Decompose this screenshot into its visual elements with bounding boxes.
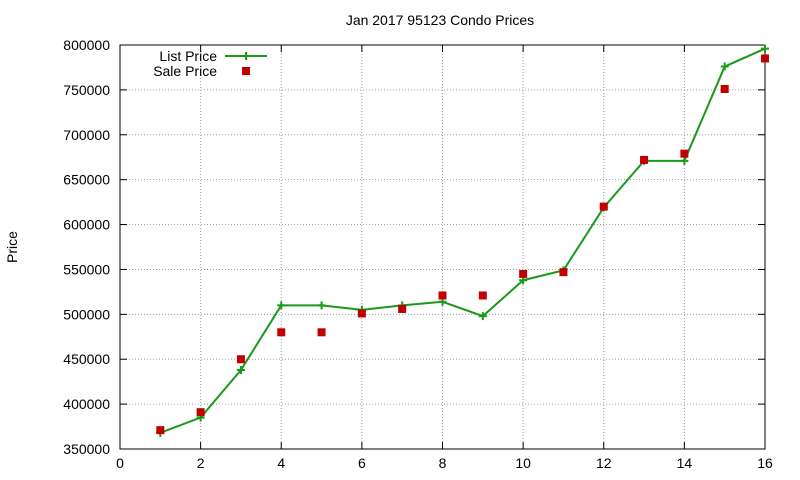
legend-label: Sale Price: [153, 63, 217, 79]
data-point: [478, 312, 487, 321]
y-tick-label: 350000: [63, 441, 110, 457]
data-point: [236, 365, 245, 374]
legend-square-marker: [242, 67, 250, 75]
y-tick-label: 650000: [63, 172, 110, 188]
y-tick-label: 400000: [63, 396, 110, 412]
series-layer: [156, 44, 769, 437]
data-point: [680, 156, 689, 165]
grid-lines: [120, 45, 765, 449]
data-point: [478, 291, 487, 300]
y-axis-label: Price: [4, 231, 20, 263]
data-point: [317, 328, 326, 337]
data-point: [720, 62, 729, 71]
series-sale-price: [156, 54, 769, 435]
y-tick-label: 750000: [63, 82, 110, 98]
x-tick-label: 0: [116, 455, 124, 471]
x-tick-label: 14: [677, 455, 693, 471]
data-point: [277, 328, 286, 337]
y-tick-label: 700000: [63, 127, 110, 143]
data-point: [761, 54, 769, 63]
x-tick-label: 4: [277, 455, 285, 471]
data-point: [438, 291, 447, 300]
data-point: [720, 84, 729, 93]
x-tick-label: 12: [596, 455, 612, 471]
data-point: [640, 155, 649, 164]
data-point: [196, 408, 205, 417]
data-point: [519, 269, 528, 278]
data-point: [357, 309, 366, 318]
x-tick-label: 16: [757, 455, 773, 471]
y-tick-label: 550000: [63, 261, 110, 277]
y-tick-label: 600000: [63, 217, 110, 233]
y-tick-label: 450000: [63, 351, 110, 367]
data-point: [236, 355, 245, 364]
axis-ticks: 0 2 4 6 8 10 12 14 16 350000 400000 450000 500000 550…: [63, 37, 773, 471]
data-point: [559, 268, 568, 277]
data-point: [398, 304, 407, 313]
series-list-price: [156, 44, 769, 437]
x-tick-label: 2: [197, 455, 205, 471]
legend-label: List Price: [159, 48, 217, 64]
x-tick-label: 6: [358, 455, 366, 471]
x-tick-label: 10: [515, 455, 531, 471]
data-point: [277, 301, 286, 310]
y-tick-label: 500000: [63, 306, 110, 322]
data-point: [761, 44, 769, 53]
chart-title: Jan 2017 95123 Condo Prices: [346, 12, 534, 28]
data-point: [156, 426, 165, 435]
legend-plus-marker: [242, 52, 250, 60]
series-line: [159, 47, 766, 434]
data-point: [680, 149, 689, 158]
x-tick-label: 8: [439, 455, 447, 471]
data-point: [317, 301, 326, 310]
y-tick-label: 800000: [63, 37, 110, 53]
data-point: [599, 202, 608, 211]
